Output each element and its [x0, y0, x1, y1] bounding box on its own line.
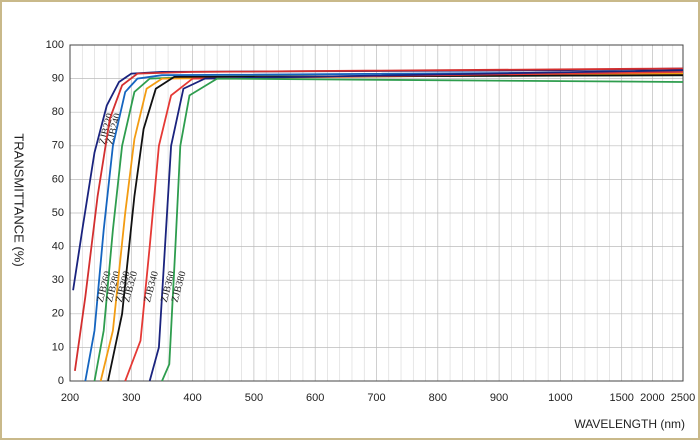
y-axis-title: TRANSMITTANCE (%): [12, 133, 27, 266]
x-tick-label: 2000: [640, 392, 664, 404]
curve: [124, 71, 684, 382]
x-tick-label: 900: [490, 392, 508, 404]
x-tick-label: 800: [429, 392, 447, 404]
x-tick-label: 700: [367, 392, 385, 404]
x-tick-label: 500: [245, 392, 263, 404]
y-tick-label: 50: [52, 207, 64, 219]
y-tick-label: 70: [52, 140, 64, 152]
x-tick-label: 1500: [609, 392, 633, 404]
curve: [107, 74, 684, 382]
x-tick-label: 200: [61, 392, 79, 404]
curve: [74, 67, 684, 372]
y-tick-label: 0: [58, 375, 64, 387]
x-axis-title: WAVELENGTH (nm): [574, 417, 685, 431]
curve: [161, 77, 684, 382]
x-tick-label: 400: [183, 392, 201, 404]
plot-border: [69, 44, 684, 382]
y-tick-label: 10: [52, 341, 64, 353]
x-tick-label: 600: [306, 392, 324, 404]
y-tick-label: 80: [52, 106, 64, 118]
y-tick-label: 40: [52, 241, 64, 253]
curve: [84, 71, 684, 382]
y-tick-label: 90: [52, 73, 64, 85]
curve: [148, 69, 684, 382]
x-tick-label: 300: [122, 392, 140, 404]
y-tick-label: 20: [52, 308, 64, 320]
x-tick-label: 1000: [548, 392, 572, 404]
y-tick-label: 100: [46, 39, 64, 51]
y-tick-label: 30: [52, 274, 64, 286]
curve: [99, 72, 684, 382]
x-tick-label: 2500: [671, 392, 695, 404]
y-tick-label: 60: [52, 173, 64, 185]
